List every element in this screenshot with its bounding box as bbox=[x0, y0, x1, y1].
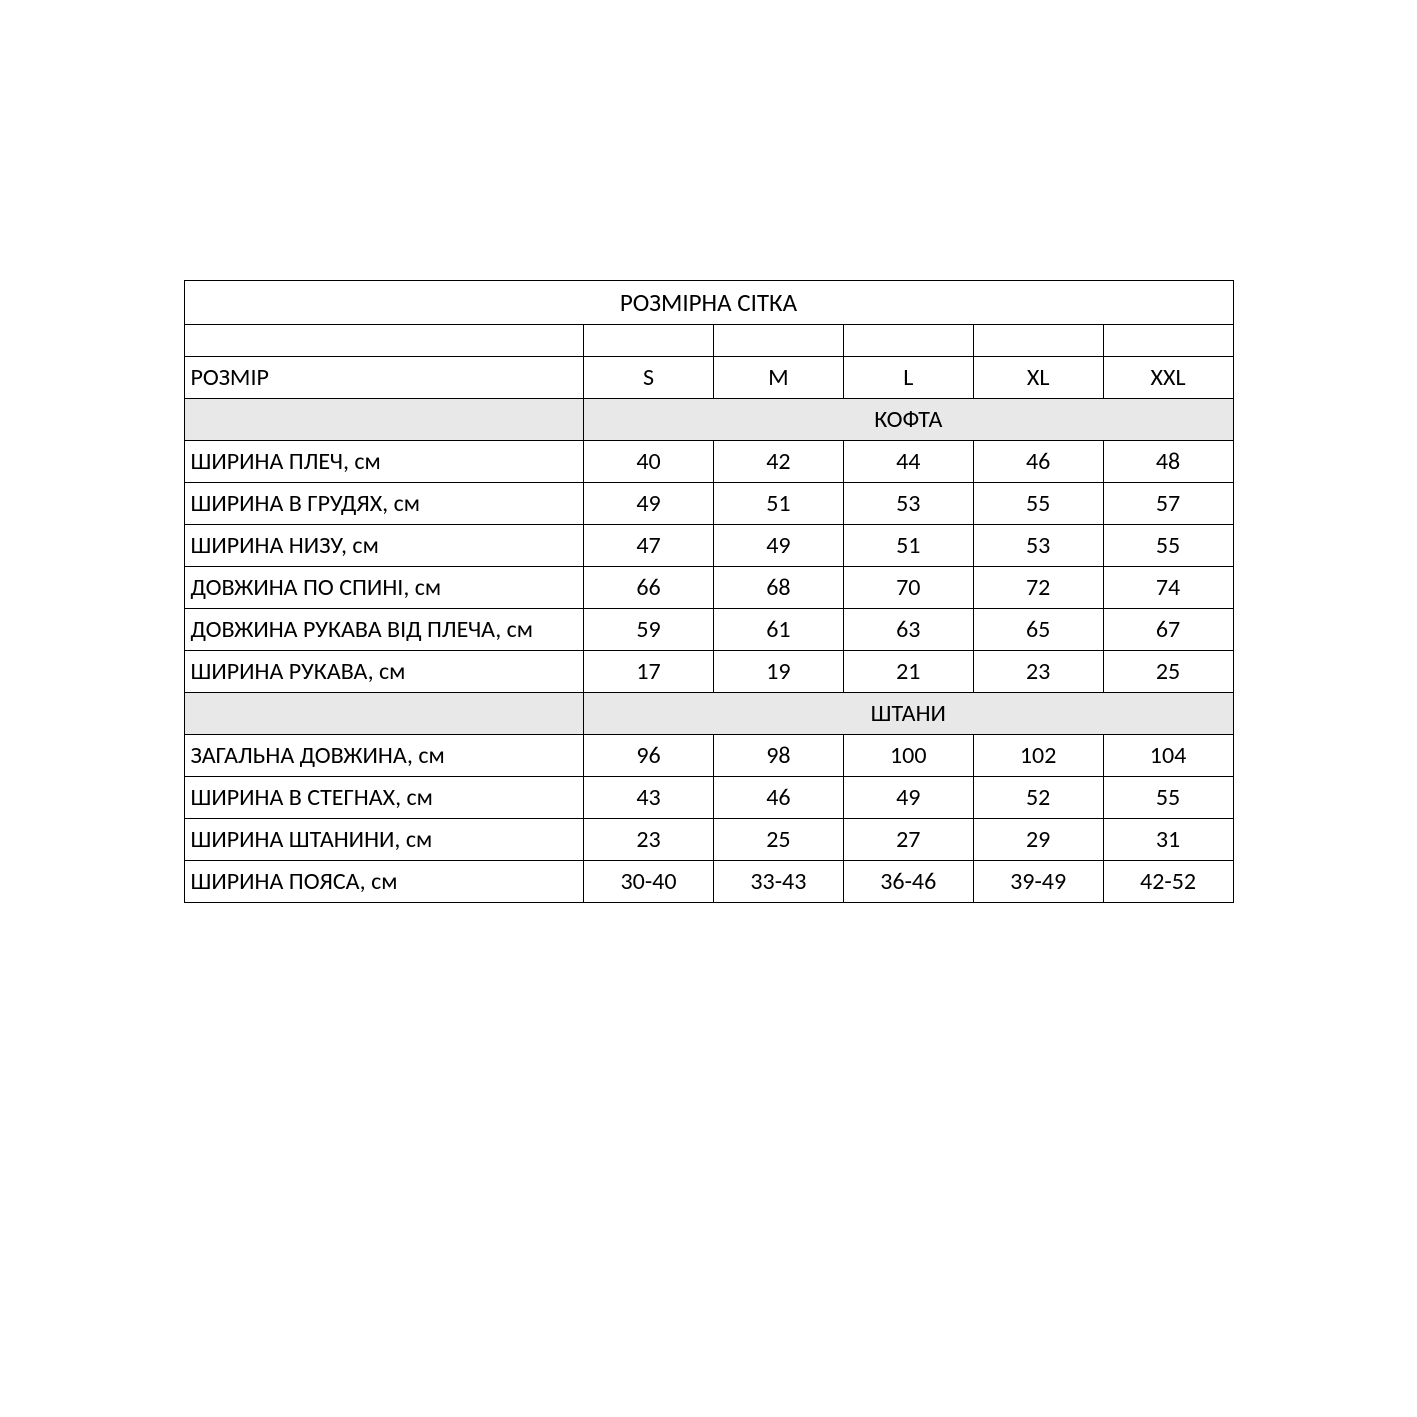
table-row: ШИРИНА В ГРУДЯХ, см4951535557 bbox=[184, 483, 1233, 525]
row-value: 17 bbox=[584, 651, 714, 693]
row-value: 43 bbox=[584, 777, 714, 819]
row-value: 100 bbox=[843, 735, 973, 777]
size-label: РОЗМІР bbox=[184, 357, 584, 399]
row-value: 46 bbox=[973, 441, 1103, 483]
row-value: 40 bbox=[584, 441, 714, 483]
row-value: 55 bbox=[1103, 777, 1233, 819]
row-value: 31 bbox=[1103, 819, 1233, 861]
row-value: 49 bbox=[584, 483, 714, 525]
empty-cell bbox=[713, 325, 843, 357]
section-name: ШТАНИ bbox=[584, 693, 1233, 735]
row-value: 42-52 bbox=[1103, 861, 1233, 903]
table-row: ШИРИНА НИЗУ, см4749515355 bbox=[184, 525, 1233, 567]
section-header-row: КОФТА bbox=[184, 399, 1233, 441]
table-row: ШИРИНА ШТАНИНИ, см2325272931 bbox=[184, 819, 1233, 861]
table-row: ДОВЖИНА ПО СПИНІ, см6668707274 bbox=[184, 567, 1233, 609]
row-value: 33-43 bbox=[713, 861, 843, 903]
section-empty-cell bbox=[184, 399, 584, 441]
row-label: ШИРИНА ПОЯСА, см bbox=[184, 861, 584, 903]
size-col-l: L bbox=[843, 357, 973, 399]
row-label: ШИРИНА В СТЕГНАХ, см bbox=[184, 777, 584, 819]
empty-cell bbox=[1103, 325, 1233, 357]
size-chart-table: РОЗМІРНА СІТКА РОЗМІР S M L XL XXL КОФТА… bbox=[184, 280, 1234, 903]
size-col-xl: XL bbox=[973, 357, 1103, 399]
row-value: 48 bbox=[1103, 441, 1233, 483]
row-value: 98 bbox=[713, 735, 843, 777]
empty-cell bbox=[184, 325, 584, 357]
size-col-s: S bbox=[584, 357, 714, 399]
row-label: ЗАГАЛЬНА ДОВЖИНА, см bbox=[184, 735, 584, 777]
table-title: РОЗМІРНА СІТКА bbox=[184, 281, 1233, 325]
row-value: 36-46 bbox=[843, 861, 973, 903]
size-col-m: M bbox=[713, 357, 843, 399]
section-header-row: ШТАНИ bbox=[184, 693, 1233, 735]
size-col-xxl: XXL bbox=[1103, 357, 1233, 399]
row-value: 42 bbox=[713, 441, 843, 483]
row-value: 49 bbox=[713, 525, 843, 567]
row-value: 39-49 bbox=[973, 861, 1103, 903]
size-header-row: РОЗМІР S M L XL XXL bbox=[184, 357, 1233, 399]
table-title-row: РОЗМІРНА СІТКА bbox=[184, 281, 1233, 325]
empty-row bbox=[184, 325, 1233, 357]
row-value: 52 bbox=[973, 777, 1103, 819]
row-value: 74 bbox=[1103, 567, 1233, 609]
row-value: 21 bbox=[843, 651, 973, 693]
row-value: 30-40 bbox=[584, 861, 714, 903]
row-label: ДОВЖИНА РУКАВА ВІД ПЛЕЧА, см bbox=[184, 609, 584, 651]
row-value: 66 bbox=[584, 567, 714, 609]
row-value: 72 bbox=[973, 567, 1103, 609]
row-value: 96 bbox=[584, 735, 714, 777]
row-value: 49 bbox=[843, 777, 973, 819]
empty-cell bbox=[584, 325, 714, 357]
row-value: 55 bbox=[973, 483, 1103, 525]
row-value: 70 bbox=[843, 567, 973, 609]
section-empty-cell bbox=[184, 693, 584, 735]
row-value: 104 bbox=[1103, 735, 1233, 777]
empty-cell bbox=[843, 325, 973, 357]
row-value: 59 bbox=[584, 609, 714, 651]
row-value: 47 bbox=[584, 525, 714, 567]
table-row: ШИРИНА РУКАВА, см1719212325 bbox=[184, 651, 1233, 693]
row-label: ШИРИНА ШТАНИНИ, см bbox=[184, 819, 584, 861]
row-value: 57 bbox=[1103, 483, 1233, 525]
empty-cell bbox=[973, 325, 1103, 357]
row-value: 46 bbox=[713, 777, 843, 819]
row-value: 19 bbox=[713, 651, 843, 693]
row-label: ШИРИНА В ГРУДЯХ, см bbox=[184, 483, 584, 525]
row-value: 65 bbox=[973, 609, 1103, 651]
row-value: 44 bbox=[843, 441, 973, 483]
row-value: 51 bbox=[713, 483, 843, 525]
row-label: ШИРИНА РУКАВА, см bbox=[184, 651, 584, 693]
row-label: ШИРИНА ПЛЕЧ, см bbox=[184, 441, 584, 483]
row-value: 53 bbox=[843, 483, 973, 525]
row-value: 25 bbox=[713, 819, 843, 861]
row-value: 102 bbox=[973, 735, 1103, 777]
table-row: ШИРИНА В СТЕГНАХ, см4346495255 bbox=[184, 777, 1233, 819]
row-value: 61 bbox=[713, 609, 843, 651]
row-value: 55 bbox=[1103, 525, 1233, 567]
table-row: ШИРИНА ПЛЕЧ, см4042444648 bbox=[184, 441, 1233, 483]
section-name: КОФТА bbox=[584, 399, 1233, 441]
row-value: 25 bbox=[1103, 651, 1233, 693]
table-row: ДОВЖИНА РУКАВА ВІД ПЛЕЧА, см5961636567 bbox=[184, 609, 1233, 651]
row-label: ДОВЖИНА ПО СПИНІ, см bbox=[184, 567, 584, 609]
row-value: 23 bbox=[973, 651, 1103, 693]
row-label: ШИРИНА НИЗУ, см bbox=[184, 525, 584, 567]
row-value: 67 bbox=[1103, 609, 1233, 651]
row-value: 51 bbox=[843, 525, 973, 567]
table-row: ШИРИНА ПОЯСА, см30-4033-4336-4639-4942-5… bbox=[184, 861, 1233, 903]
row-value: 53 bbox=[973, 525, 1103, 567]
row-value: 27 bbox=[843, 819, 973, 861]
row-value: 68 bbox=[713, 567, 843, 609]
row-value: 29 bbox=[973, 819, 1103, 861]
row-value: 63 bbox=[843, 609, 973, 651]
table-row: ЗАГАЛЬНА ДОВЖИНА, см9698100102104 bbox=[184, 735, 1233, 777]
row-value: 23 bbox=[584, 819, 714, 861]
